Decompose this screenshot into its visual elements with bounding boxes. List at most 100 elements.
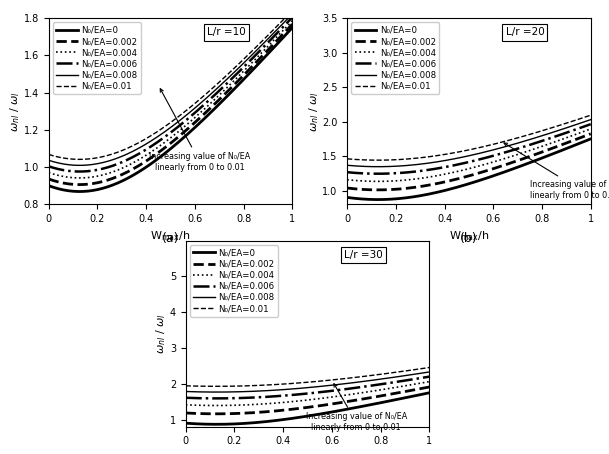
N₀/EA=0.008 (343, 163, 351, 168)
N₀/EA=0.008 (278, 23, 285, 28)
X-axis label: W$_{\mathrm{max}}$/h: W$_{\mathrm{max}}$/h (449, 230, 489, 243)
N₀/EA=0.01 (426, 365, 433, 370)
N₀/EA=0.002 (76, 182, 83, 188)
N₀/EA=0.006 (197, 395, 204, 401)
Line: N₀/EA=0.002: N₀/EA=0.002 (186, 387, 429, 414)
N₀/EA=0.008 (228, 389, 236, 395)
N₀/EA=0.004 (91, 174, 99, 179)
N₀/EA=0.004 (192, 402, 199, 408)
Line: N₀/EA=0.01: N₀/EA=0.01 (347, 115, 591, 160)
N₀/EA=0.004 (353, 178, 361, 183)
N₀/EA=0.008 (568, 123, 575, 129)
N₀/EA=0.004 (55, 173, 62, 178)
N₀/EA=0.01 (374, 158, 381, 163)
N₀/EA=0.01 (353, 157, 361, 162)
N₀/EA=0 (576, 141, 583, 146)
N₀/EA=0.004 (358, 178, 365, 184)
Text: Increasing value of N₀/EA
linearly from 0 to 0.01: Increasing value of N₀/EA linearly from … (504, 143, 609, 200)
N₀/EA=0 (76, 189, 83, 194)
N₀/EA=0.004 (278, 30, 285, 35)
N₀/EA=0.004 (197, 403, 204, 408)
N₀/EA=0.004 (390, 178, 397, 184)
N₀/EA=0.004 (182, 402, 189, 408)
N₀/EA=0.008 (76, 163, 83, 168)
N₀/EA=0.002 (415, 386, 422, 392)
Legend: N₀/EA=0, N₀/EA=0.002, N₀/EA=0.004, N₀/EA=0.006, N₀/EA=0.008, N₀/EA=0.01: N₀/EA=0, N₀/EA=0.002, N₀/EA=0.004, N₀/EA… (53, 22, 141, 94)
Line: N₀/EA=0.008: N₀/EA=0.008 (186, 372, 429, 392)
N₀/EA=0 (182, 420, 189, 426)
N₀/EA=0 (55, 186, 62, 192)
N₀/EA=0.01 (111, 150, 119, 156)
N₀/EA=0.008 (182, 389, 189, 394)
N₀/EA=0 (410, 194, 417, 200)
N₀/EA=0.002 (410, 185, 417, 190)
Line: N₀/EA=0: N₀/EA=0 (186, 393, 429, 424)
N₀/EA=0.008 (426, 369, 433, 375)
N₀/EA=0.01 (55, 154, 62, 160)
N₀/EA=0.006 (358, 171, 365, 176)
Text: L/r =10: L/r =10 (207, 27, 246, 38)
N₀/EA=0.004 (587, 126, 594, 132)
N₀/EA=0.004 (248, 402, 256, 407)
N₀/EA=0 (248, 420, 256, 425)
N₀/EA=0.004 (76, 175, 83, 181)
N₀/EA=0.006 (426, 374, 433, 380)
N₀/EA=0 (353, 196, 361, 201)
N₀/EA=0.002 (353, 186, 361, 192)
N₀/EA=0.01 (587, 113, 594, 118)
N₀/EA=0.004 (269, 39, 276, 44)
N₀/EA=0 (406, 394, 414, 400)
N₀/EA=0 (426, 390, 433, 395)
N₀/EA=0.006 (343, 169, 351, 175)
N₀/EA=0.006 (415, 376, 422, 381)
N₀/EA=0.002 (374, 187, 381, 192)
N₀/EA=0.002 (45, 176, 52, 182)
N₀/EA=0.002 (248, 410, 256, 415)
N₀/EA=0 (269, 46, 276, 51)
N₀/EA=0 (228, 421, 236, 427)
N₀/EA=0.008 (289, 11, 296, 17)
N₀/EA=0.01 (197, 384, 204, 389)
N₀/EA=0.01 (76, 157, 83, 162)
N₀/EA=0.004 (568, 133, 575, 139)
N₀/EA=0.002 (568, 138, 575, 144)
N₀/EA=0.01 (60, 155, 67, 161)
Legend: N₀/EA=0, N₀/EA=0.002, N₀/EA=0.004, N₀/EA=0.006, N₀/EA=0.008, N₀/EA=0.01: N₀/EA=0, N₀/EA=0.002, N₀/EA=0.004, N₀/EA… (190, 245, 278, 316)
N₀/EA=0.008 (55, 160, 62, 166)
N₀/EA=0.008 (374, 164, 381, 169)
Text: Increasing value of N₀/EA
linearly from 0 to 0.01: Increasing value of N₀/EA linearly from … (306, 384, 407, 432)
N₀/EA=0.002 (213, 411, 220, 417)
N₀/EA=0.004 (406, 382, 414, 388)
X-axis label: W$_{\mathrm{max}}$/h: W$_{\mathrm{max}}$/h (150, 230, 191, 243)
N₀/EA=0.01 (568, 119, 575, 124)
N₀/EA=0 (568, 144, 575, 149)
N₀/EA=0.002 (278, 33, 285, 39)
N₀/EA=0.006 (576, 125, 583, 131)
N₀/EA=0 (91, 188, 99, 193)
N₀/EA=0.008 (353, 163, 361, 169)
N₀/EA=0.006 (406, 377, 414, 383)
N₀/EA=0.006 (45, 163, 52, 169)
N₀/EA=0.002 (269, 42, 276, 48)
N₀/EA=0.01 (278, 19, 285, 25)
N₀/EA=0.004 (343, 177, 351, 183)
N₀/EA=0.008 (415, 371, 422, 376)
N₀/EA=0.01 (228, 384, 236, 389)
N₀/EA=0.002 (576, 135, 583, 141)
Y-axis label: $\omega_{nl}$ / $\omega_l$: $\omega_{nl}$ / $\omega_l$ (307, 91, 320, 132)
N₀/EA=0.008 (197, 389, 204, 395)
N₀/EA=0 (390, 196, 397, 202)
Text: (a): (a) (162, 232, 179, 245)
Line: N₀/EA=0: N₀/EA=0 (347, 139, 591, 200)
Line: N₀/EA=0.004: N₀/EA=0.004 (186, 382, 429, 405)
N₀/EA=0.004 (426, 379, 433, 385)
Text: (b): (b) (460, 232, 477, 245)
N₀/EA=0 (289, 25, 296, 30)
N₀/EA=0.01 (358, 157, 365, 163)
N₀/EA=0.01 (269, 28, 276, 33)
Y-axis label: $\omega_{nl}$ / $\omega_l$: $\omega_{nl}$ / $\omega_l$ (9, 91, 23, 132)
N₀/EA=0.004 (228, 403, 236, 408)
N₀/EA=0 (374, 197, 381, 202)
N₀/EA=0 (197, 421, 204, 427)
N₀/EA=0.008 (192, 389, 199, 395)
